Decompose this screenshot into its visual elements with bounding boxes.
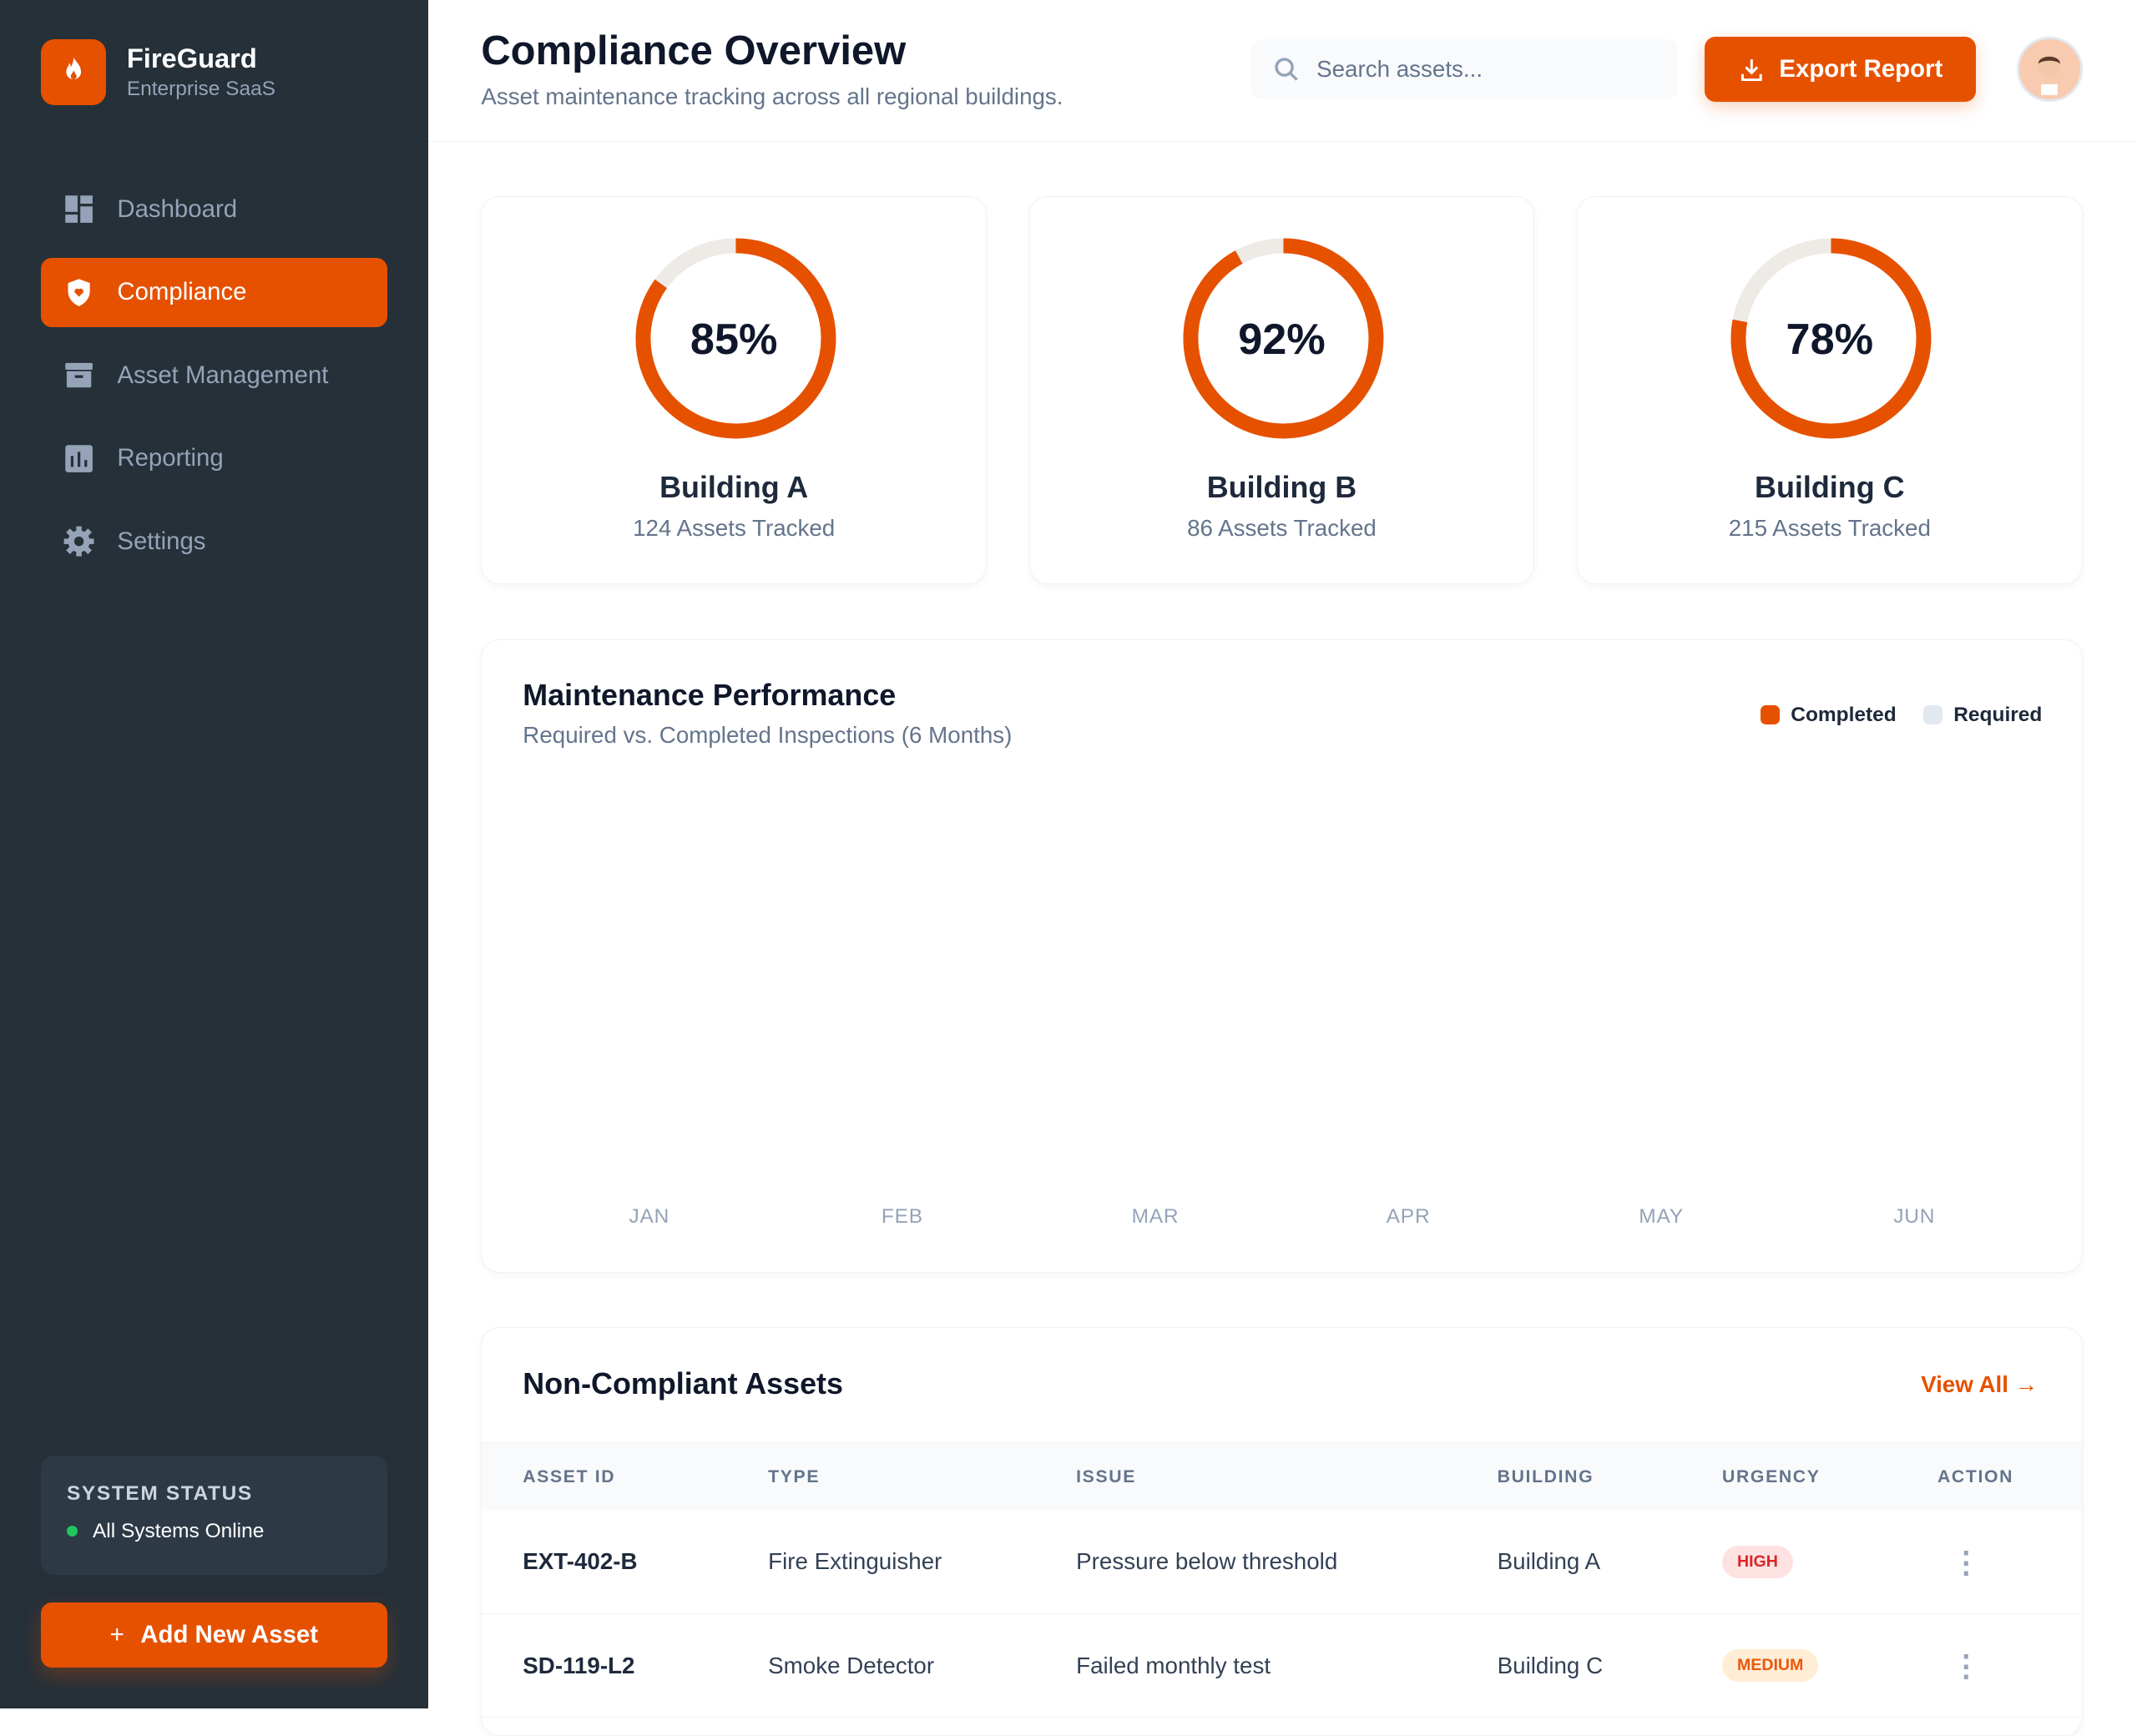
compliance-percent: 92%	[1238, 315, 1326, 364]
urgency-badge: MEDIUM	[1722, 1648, 1819, 1683]
sidebar-item-label: Reporting	[117, 444, 224, 472]
x-tick-label: APR	[1386, 1205, 1431, 1229]
building-card-a[interactable]: 85% Building A 124 Assets Tracked	[481, 196, 988, 585]
asset-building: Building A	[1497, 1548, 1601, 1575]
add-new-asset-button[interactable]: + Add New Asset	[40, 1602, 387, 1668]
gear-icon	[63, 526, 94, 557]
donut-arc	[1183, 238, 1384, 439]
building-card-b[interactable]: 92% Building B 86 Assets Tracked	[1028, 196, 1535, 585]
building-name: Building A	[659, 469, 809, 504]
table-row[interactable]: EXT-402-B Fire Extinguisher Pressure bel…	[482, 1511, 2082, 1615]
x-tick-label: JAN	[629, 1205, 670, 1229]
sidebar-item-reporting[interactable]: Reporting	[41, 424, 387, 493]
building-card-c[interactable]: 78% Building C 215 Assets Tracked	[1576, 196, 2083, 585]
dashboard-icon	[65, 195, 93, 223]
sidebar-item-compliance[interactable]: Compliance	[40, 257, 387, 327]
download-icon	[1741, 59, 1763, 81]
compliance-percent: 78%	[1786, 315, 1874, 364]
sidebar-item-label: Settings	[117, 527, 206, 555]
search-placeholder: Search assets...	[1316, 56, 1483, 83]
sidebar-item-label: Dashboard	[117, 194, 238, 223]
x-tick-label: MAY	[1639, 1205, 1684, 1229]
bar-chart-icon	[65, 444, 93, 472]
asset-id: SD-119-L2	[523, 1652, 635, 1678]
donut-arc	[634, 238, 836, 439]
x-tick-label: MAR	[1131, 1205, 1180, 1229]
asset-id: EXT-402-B	[523, 1548, 638, 1575]
asset-issue: Pressure below threshold	[1076, 1548, 1338, 1575]
page-title: Compliance Overview	[481, 28, 907, 73]
legend-required: Required	[1923, 704, 2042, 727]
compliance-donut	[1730, 238, 1932, 439]
export-report-button[interactable]: Export Report	[1705, 37, 1977, 103]
donut-arc	[1730, 238, 1932, 439]
table-row[interactable]: SD-119-L2 Smoke Detector Failed monthly …	[482, 1614, 2082, 1718]
column-header[interactable]: TYPE	[768, 1466, 821, 1486]
view-all-link[interactable]: View All →	[1921, 1371, 2038, 1398]
compliance-donut	[1183, 238, 1384, 439]
x-tick-label: JUN	[1893, 1205, 1936, 1229]
shield-icon	[68, 278, 90, 306]
column-header[interactable]: URGENCY	[1722, 1466, 1821, 1486]
fire-logo-icon	[40, 39, 107, 105]
legend-completed: Completed	[1761, 704, 1897, 727]
urgency-badge: HIGH	[1722, 1545, 1793, 1579]
column-header[interactable]: ASSET ID	[523, 1466, 616, 1486]
x-axis: JAN FEB MAR APR MAY JUN	[523, 1205, 2040, 1229]
x-tick-label: FEB	[881, 1205, 923, 1229]
assets-tracked: 215 Assets Tracked	[1728, 514, 1931, 541]
column-header[interactable]: BUILDING	[1497, 1466, 1594, 1486]
status-dot-icon	[66, 1526, 78, 1537]
archive-icon	[65, 363, 93, 388]
sidebar-item-settings[interactable]: Settings	[41, 507, 387, 576]
sidebar-item-asset-management[interactable]: Asset Management	[41, 341, 387, 410]
compliance-donut	[634, 238, 836, 439]
assets-tracked: 124 Assets Tracked	[633, 514, 836, 541]
export-report-label: Export Report	[1779, 55, 1943, 83]
search-icon	[1275, 58, 1298, 81]
page-subtitle: Asset maintenance tracking across all re…	[481, 83, 1063, 109]
sidebar-nav: Dashboard Compliance Asset Management Re…	[40, 174, 387, 590]
asset-type: Fire Extinguisher	[768, 1548, 942, 1575]
system-status-panel: SYSTEM STATUS All Systems Online	[40, 1455, 387, 1576]
building-name: Building C	[1755, 469, 1905, 504]
asset-building: Building C	[1497, 1652, 1604, 1678]
sidebar-item-label: Compliance	[117, 278, 247, 306]
column-header: ACTION	[1937, 1466, 2014, 1486]
page-header: Compliance Overview Asset maintenance tr…	[427, 0, 2137, 142]
column-header[interactable]: ISSUE	[1076, 1466, 1136, 1486]
compliance-percent: 85%	[690, 315, 778, 364]
brand-subtitle: Enterprise SaaS	[126, 78, 276, 101]
more-actions-icon[interactable]: ⋮	[1951, 1544, 1982, 1579]
asset-type: Smoke Detector	[768, 1652, 935, 1678]
more-actions-icon[interactable]: ⋮	[1951, 1648, 1982, 1683]
table-title: Non-Compliant Assets	[523, 1365, 843, 1400]
chart-legend: Completed Required	[1761, 704, 2042, 727]
asset-issue: Failed monthly test	[1076, 1652, 1271, 1678]
sidebar: FireGuard Enterprise SaaS Dashboard Comp…	[0, 0, 428, 1709]
chart-title: Maintenance Performance	[523, 678, 897, 713]
sidebar-item-dashboard[interactable]: Dashboard	[41, 174, 387, 244]
maintenance-performance-chart: Maintenance Performance Required vs. Com…	[481, 638, 2083, 1273]
building-name: Building B	[1206, 469, 1357, 504]
table-header: ASSET ID TYPE ISSUE BUILDING URGENCY ACT…	[482, 1442, 2082, 1511]
non-compliant-assets-table: Non-Compliant Assets View All → ASSET ID…	[481, 1327, 2083, 1736]
assets-tracked: 86 Assets Tracked	[1187, 514, 1377, 541]
search-input[interactable]: Search assets...	[1250, 39, 1678, 100]
main-content: Compliance Overview Asset maintenance tr…	[427, 0, 2137, 1736]
system-status-title: SYSTEM STATUS	[66, 1482, 253, 1506]
chart-subtitle: Required vs. Completed Inspections (6 Mo…	[523, 721, 1013, 748]
add-new-asset-label: Add New Asset	[140, 1621, 319, 1649]
plus-icon: +	[109, 1621, 124, 1649]
user-avatar[interactable]	[2017, 37, 2083, 103]
brand-name: FireGuard	[126, 42, 257, 73]
system-status-text: All Systems Online	[92, 1519, 265, 1542]
sidebar-item-label: Asset Management	[117, 361, 329, 389]
